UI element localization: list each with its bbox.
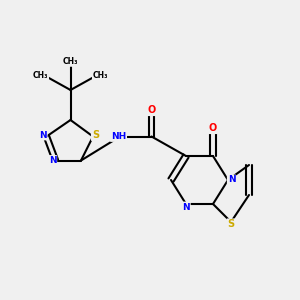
Text: N: N (228, 176, 236, 184)
Text: CH₃: CH₃ (33, 70, 48, 80)
Text: NH: NH (111, 132, 126, 141)
Text: N: N (39, 130, 47, 140)
Text: S: S (227, 219, 235, 230)
Text: O: O (147, 105, 156, 115)
Text: N: N (49, 156, 56, 165)
Text: S: S (92, 130, 99, 140)
Text: CH₃: CH₃ (63, 57, 78, 66)
Text: O: O (209, 123, 217, 133)
Text: N: N (182, 202, 190, 211)
Text: CH₃: CH₃ (93, 70, 108, 80)
